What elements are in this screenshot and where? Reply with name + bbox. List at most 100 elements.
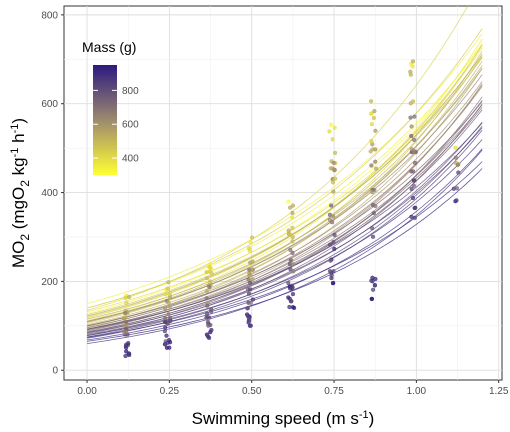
data-point — [369, 99, 374, 104]
data-point — [207, 264, 212, 269]
data-point — [453, 155, 458, 160]
data-point — [369, 296, 374, 301]
data-point — [168, 318, 173, 323]
y-tick-label: 800 — [41, 10, 58, 21]
fit-curve — [87, 81, 483, 327]
data-point — [207, 315, 212, 320]
fit-curve — [87, 125, 483, 338]
data-point — [248, 240, 253, 245]
x-axis-title: Swimming speed (m s-1) — [192, 409, 375, 428]
data-point — [204, 288, 209, 293]
data-point — [248, 280, 253, 285]
data-point — [247, 271, 252, 276]
data-point — [166, 300, 171, 305]
data-point — [286, 280, 291, 286]
data-point — [327, 212, 332, 217]
data-point — [370, 275, 375, 280]
data-point — [408, 115, 413, 120]
data-point — [408, 72, 413, 77]
fit-curve — [87, 148, 483, 341]
fit-curve — [87, 65, 483, 323]
data-point — [289, 286, 294, 291]
data-point — [410, 64, 415, 69]
data-point — [164, 333, 169, 338]
data-point — [369, 111, 374, 116]
data-point — [290, 235, 295, 240]
data-point — [409, 133, 414, 139]
data-point — [247, 267, 252, 272]
data-point — [288, 232, 293, 237]
data-point — [373, 128, 378, 133]
data-point — [328, 258, 333, 263]
data-point — [122, 316, 127, 321]
data-point — [124, 329, 129, 335]
data-point — [331, 160, 336, 165]
data-point — [290, 292, 296, 297]
data-point — [327, 269, 332, 274]
fit-curve — [87, 45, 483, 319]
data-point — [374, 166, 379, 171]
data-point — [123, 323, 128, 328]
data-point — [371, 115, 376, 120]
fit-curve — [86, 55, 483, 312]
fit-curve — [87, 122, 483, 330]
x-tick-label: 0.00 — [77, 386, 97, 397]
y-axis-title: MO2 (mgO2 kg-1 h-1) — [9, 118, 32, 268]
data-point — [411, 183, 416, 188]
data-point — [209, 327, 214, 333]
data-point — [327, 217, 332, 222]
data-point — [409, 124, 414, 129]
data-point — [248, 300, 253, 305]
data-point — [412, 149, 417, 154]
data-point — [413, 205, 418, 210]
data-point — [331, 280, 336, 286]
x-tick-label: 1.00 — [407, 386, 427, 397]
legend-tick-label: 800 — [122, 86, 139, 97]
data-point — [292, 305, 297, 310]
data-point — [369, 122, 374, 127]
data-point — [453, 145, 458, 150]
x-axis-ticks: 0.00 0.25 0.50 0.75 1.00 1.25 — [77, 380, 509, 397]
y-tick-label: 200 — [41, 277, 58, 288]
data-point — [290, 203, 296, 208]
data-point — [168, 295, 173, 300]
data-point — [332, 125, 337, 130]
grid — [64, 6, 502, 380]
data-point — [373, 147, 378, 152]
fit-curve — [87, 101, 483, 327]
fit-curve — [87, 53, 483, 317]
data-point — [247, 246, 252, 251]
data-point — [290, 239, 295, 244]
y-tick-label: 400 — [41, 188, 58, 199]
x-tick-label: 0.25 — [160, 386, 180, 397]
data-point — [123, 320, 129, 325]
data-point — [288, 205, 293, 210]
y-axis-ticks: 0 200 400 600 800 — [41, 10, 64, 377]
fit-curve — [87, 109, 483, 333]
data-point — [412, 114, 417, 119]
data-point — [290, 210, 295, 215]
data-point — [291, 269, 296, 274]
data-point — [250, 277, 255, 282]
data-point — [333, 176, 338, 181]
data-point — [373, 159, 378, 164]
data-point — [162, 329, 167, 334]
data-point — [250, 235, 255, 240]
data-point — [163, 325, 168, 330]
fit-curve — [87, 57, 483, 316]
data-point — [205, 319, 211, 324]
y-tick-label: 600 — [41, 99, 58, 110]
legend-tick-label: 400 — [122, 154, 139, 165]
data-point — [290, 250, 295, 255]
legend-colorbar — [93, 65, 117, 175]
fit-curve — [87, 121, 483, 336]
fit-curve — [86, 28, 483, 309]
data-point — [167, 345, 172, 350]
data-point — [204, 276, 210, 281]
data-point — [127, 294, 132, 300]
data-point — [207, 335, 212, 340]
data-point — [290, 215, 295, 220]
data-point — [246, 291, 252, 296]
data-point — [286, 228, 291, 233]
data-point — [411, 178, 416, 183]
